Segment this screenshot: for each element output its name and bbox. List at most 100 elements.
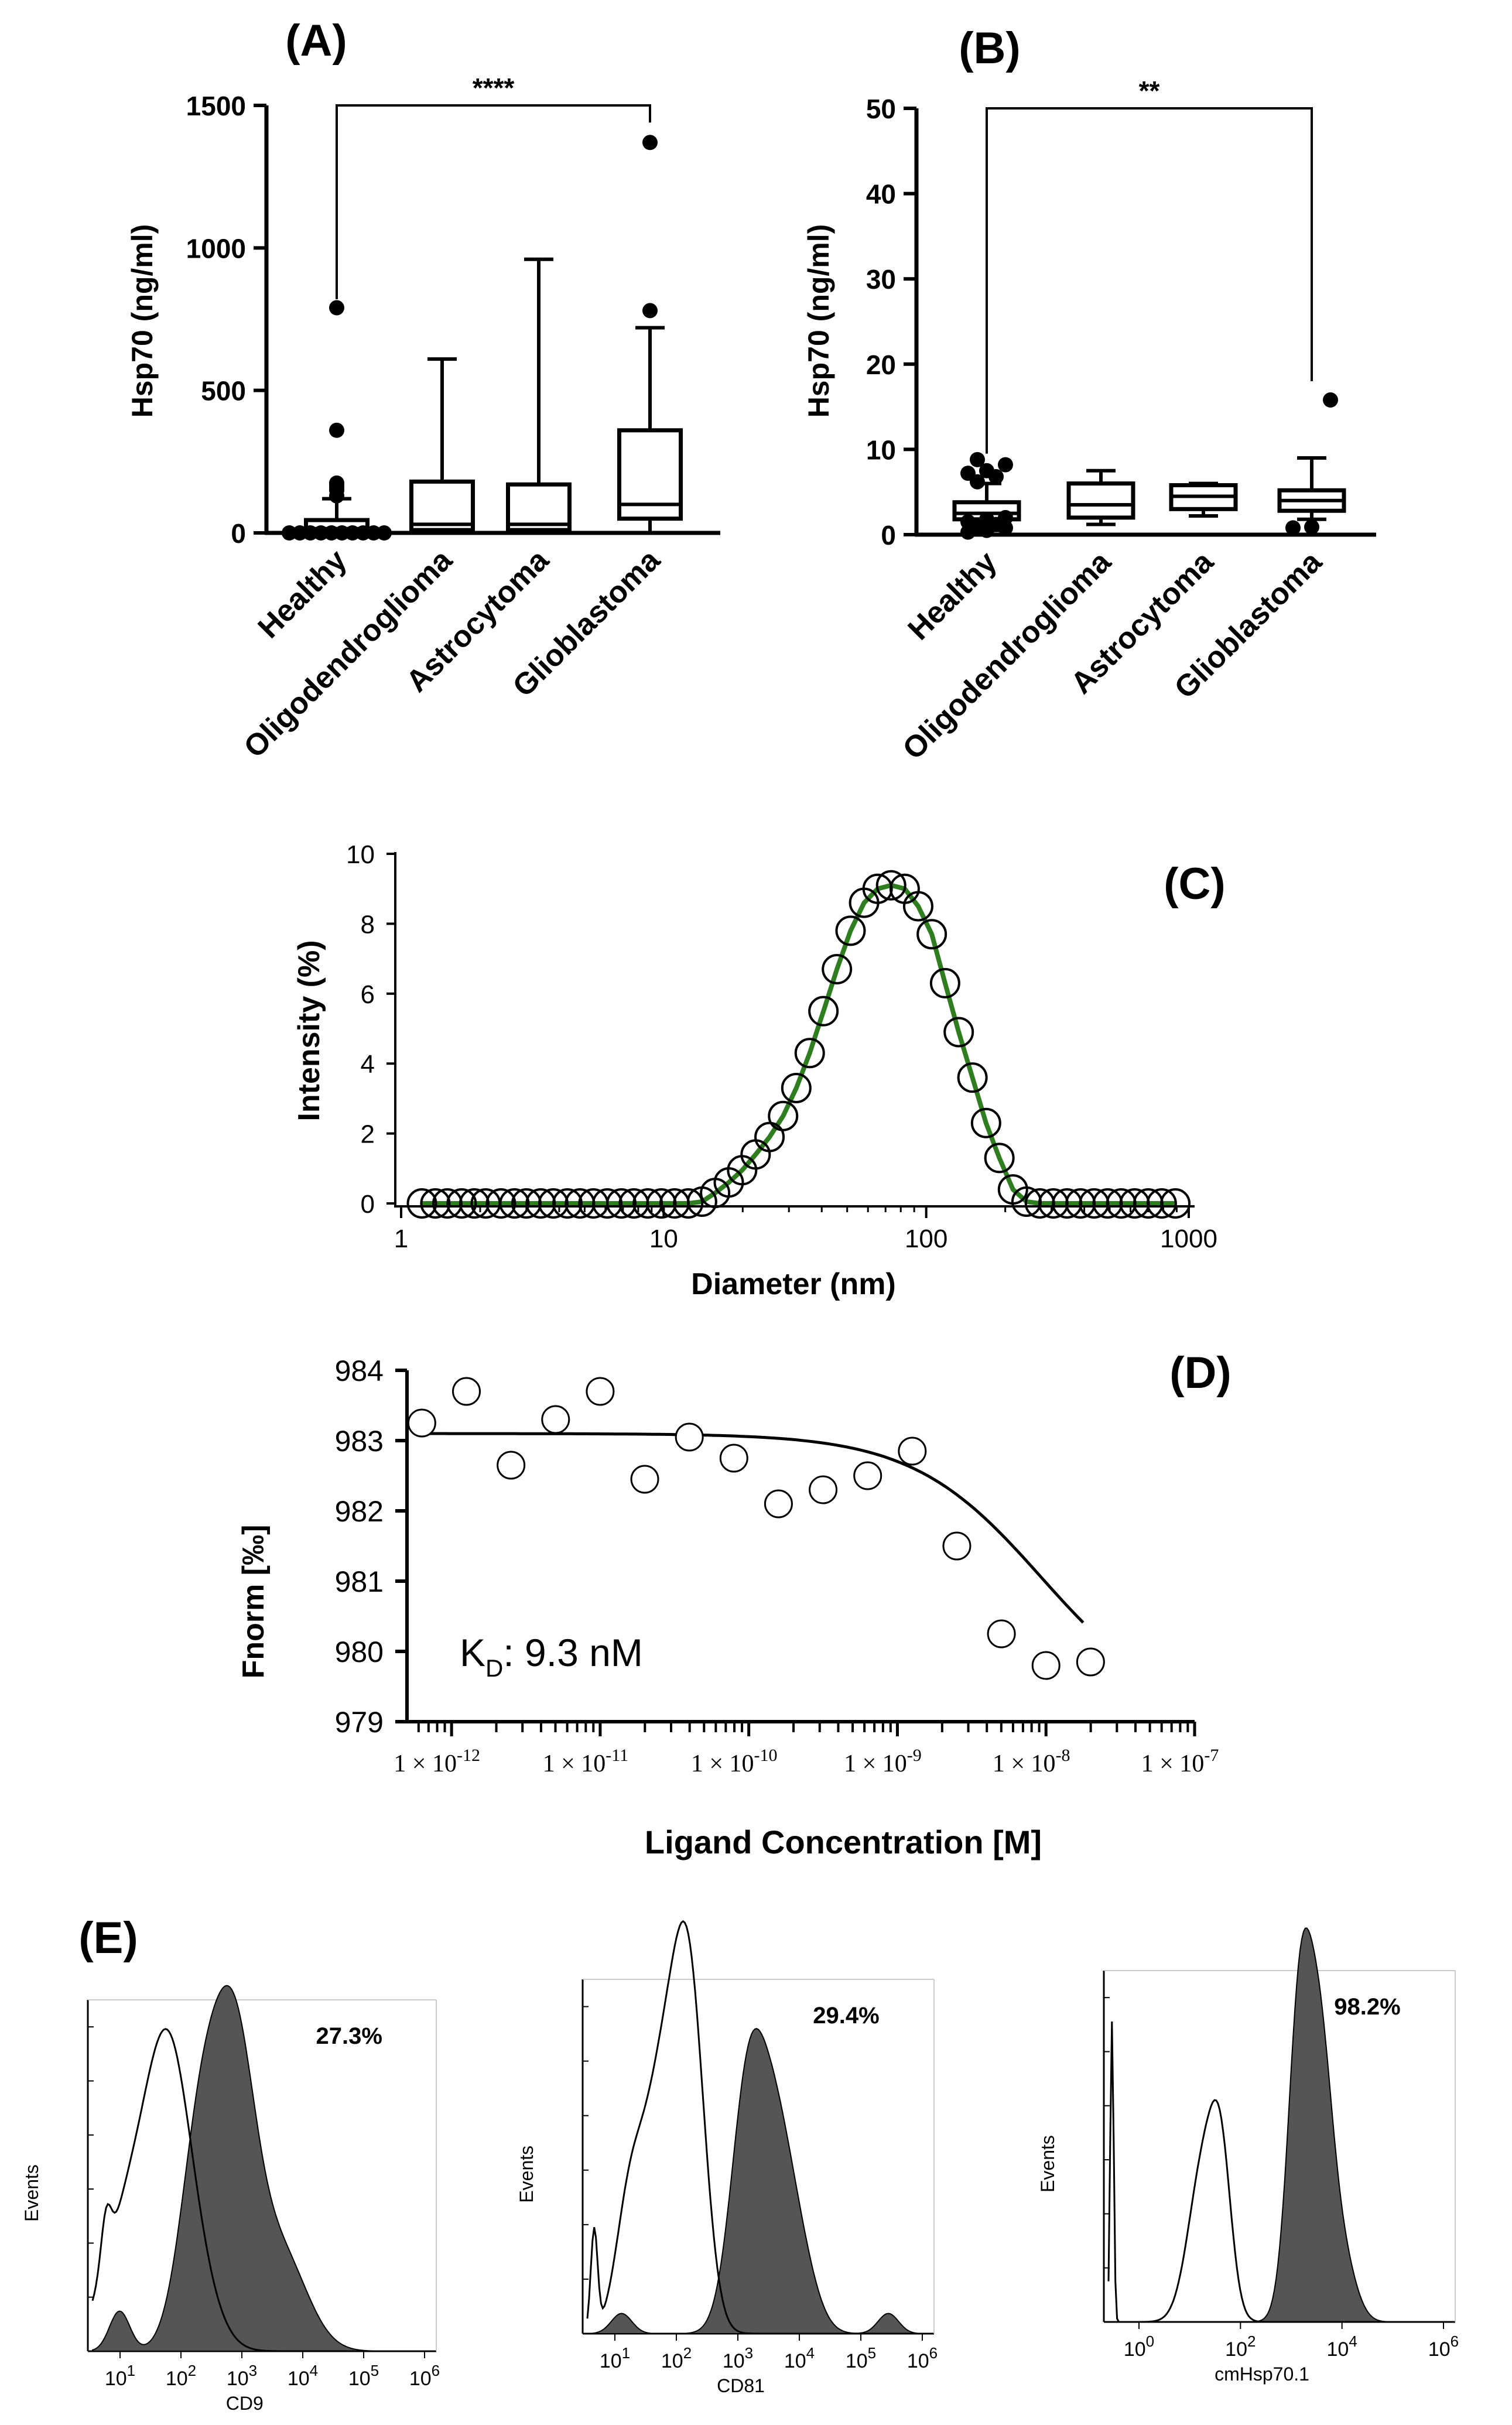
histogram-percent: 27.3% <box>316 2023 382 2049</box>
histogram-x-tick-exponent: 6 <box>432 2362 440 2379</box>
panel-b-ylabel: Hsp70 (ng/ml) <box>802 224 835 418</box>
data-point <box>929 967 960 998</box>
data-point <box>719 1444 748 1473</box>
data-point <box>459 1188 490 1219</box>
data-point <box>970 1107 1001 1138</box>
data-point <box>592 1188 623 1219</box>
histogram-x-tick-base: 10 <box>1428 2338 1451 2361</box>
histogram-x-tick-base: 10 <box>1225 2338 1247 2361</box>
data-point <box>902 891 933 922</box>
box-iqr <box>1066 481 1135 520</box>
histogram-open-curve <box>1107 2021 1451 2323</box>
histogram-x-tick-label: 105 <box>348 2362 379 2390</box>
data-point <box>646 1188 677 1219</box>
histogram-ylabel: Events <box>1037 2135 1058 2193</box>
y-tick-label: 10 <box>346 840 375 869</box>
panel-c-ylabel: Intensity (%) <box>292 940 326 1121</box>
category-label: Oligodendroglioma <box>896 545 1118 767</box>
y-tick-label: 6 <box>361 980 375 1009</box>
outlier-point <box>960 466 976 481</box>
y-tick-label: 10 <box>866 435 896 465</box>
data-point <box>673 1188 704 1219</box>
y-tick-label: 40 <box>866 179 896 210</box>
y-tick-label: 20 <box>866 350 896 380</box>
panel-d-xlabel: Ligand Concentration [M] <box>645 1824 1042 1860</box>
data-point <box>586 1377 615 1406</box>
y-tick-label: 2 <box>361 1120 375 1149</box>
data-point <box>1160 1188 1191 1219</box>
histogram-x-tick-label: 106 <box>1428 2332 1459 2361</box>
significance-label: **** <box>473 73 515 103</box>
panel-d-binding-curve: (D) Fnorm [‰] Ligand Concentration [M] 9… <box>237 1348 1232 1860</box>
x-tick-label: 1 × 10-11 <box>543 1746 629 1777</box>
x-tick-exponent: -9 <box>907 1746 922 1765</box>
x-tick-label: 10 <box>649 1225 678 1253</box>
histogram-x-tick-exponent: 5 <box>868 2344 876 2362</box>
panel-c-size-distribution: (C) Intensity (%) Diameter (nm) 0246810 … <box>292 840 1226 1301</box>
histogram-x-tick-base: 10 <box>723 2350 745 2372</box>
histogram-open-curve <box>91 2028 432 2352</box>
histogram-filled-curve <box>1109 1927 1451 2323</box>
x-tick-label: 1 × 10-10 <box>691 1746 778 1777</box>
histogram-x-tick-label: 104 <box>288 2362 318 2390</box>
data-point <box>538 1188 569 1219</box>
y-tick-label: 0 <box>361 1190 375 1219</box>
outlier-point <box>1285 520 1301 536</box>
data-point <box>541 1405 570 1434</box>
panel-e-label: (E) <box>78 1913 138 1963</box>
panel-d-label: (D) <box>1169 1348 1232 1398</box>
x-tick-exponent: -11 <box>606 1746 628 1765</box>
histogram-ylabel: Events <box>21 2164 42 2222</box>
histogram-x-tick-exponent: 2 <box>683 2344 692 2362</box>
x-tick-label: 1 × 10-9 <box>844 1746 922 1777</box>
outlier-point <box>1304 519 1319 535</box>
data-point <box>942 1531 971 1561</box>
histogram-x-tick-base: 10 <box>105 2368 127 2390</box>
x-tick-exponent: -12 <box>457 1746 480 1765</box>
histogram-xlabel: cmHsp70.1 <box>1215 2364 1309 2385</box>
data-point <box>446 1188 477 1219</box>
histogram-x-tick-base: 10 <box>846 2350 868 2372</box>
histogram-x-tick-label: 102 <box>661 2344 692 2372</box>
data-point <box>809 1475 838 1504</box>
histogram-x-tick-exponent: 2 <box>1247 2332 1256 2350</box>
histogram-x-tick-base: 10 <box>1124 2338 1146 2361</box>
significance-bracket <box>336 104 651 299</box>
significance-label: ** <box>1139 76 1160 106</box>
x-tick-exponent: -10 <box>754 1746 778 1765</box>
data-point <box>485 1188 516 1219</box>
histogram-x-tick-exponent: 1 <box>127 2362 135 2379</box>
histogram-x-tick-exponent: 0 <box>1146 2332 1154 2350</box>
outlier-point <box>642 135 658 151</box>
outlier-point <box>979 463 994 478</box>
histogram-x-tick-label: 103 <box>227 2362 257 2390</box>
x-tick-base: 1 × 10 <box>993 1750 1056 1777</box>
data-point <box>675 1422 704 1452</box>
data-point <box>497 1451 526 1480</box>
histogram-x-tick-label: 102 <box>1225 2332 1256 2361</box>
histogram-x-tick-label: 103 <box>723 2344 753 2372</box>
data-point <box>987 1619 1016 1648</box>
histogram-x-tick-exponent: 5 <box>371 2362 379 2379</box>
histogram-percent: 29.4% <box>813 2003 879 2029</box>
y-tick-label: 1000 <box>186 233 246 264</box>
panel-a-label: (A) <box>285 16 347 66</box>
histogram-x-tick-label: 102 <box>166 2362 196 2390</box>
histogram-x-tick-base: 10 <box>784 2350 806 2372</box>
significance-bracket <box>986 107 1313 454</box>
y-tick-label: 50 <box>866 94 896 124</box>
data-point <box>768 1100 799 1131</box>
y-tick-label: 983 <box>335 1425 384 1458</box>
category-label: Healthy <box>252 543 354 645</box>
y-tick-label: 0 <box>881 520 896 550</box>
data-point <box>632 1188 663 1219</box>
outlier-point <box>960 514 976 530</box>
panel-d-kd-annotation: KD: 9.3 nM <box>460 1631 643 1682</box>
x-tick-exponent: -8 <box>1056 1746 1070 1765</box>
histogram-x-tick-exponent: 3 <box>745 2344 753 2362</box>
